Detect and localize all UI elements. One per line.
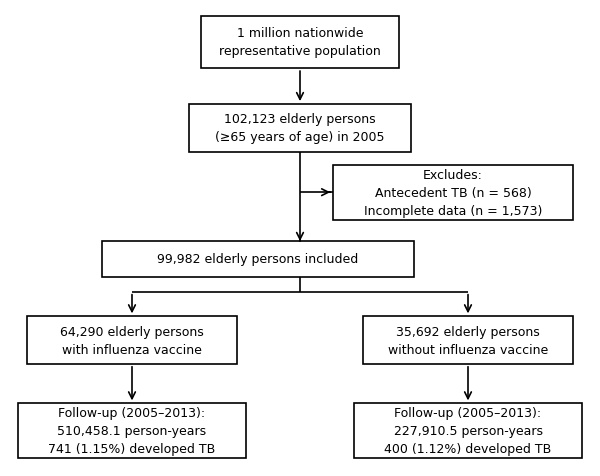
Text: Excludes:
Antecedent TB (n = 568)
Incomplete data (n = 1,573): Excludes: Antecedent TB (n = 568) Incomp… <box>364 169 542 217</box>
FancyBboxPatch shape <box>201 17 399 69</box>
Text: 64,290 elderly persons
with influenza vaccine: 64,290 elderly persons with influenza va… <box>60 325 204 356</box>
Text: Follow-up (2005–2013):
227,910.5 person-years
400 (1.12%) developed TB: Follow-up (2005–2013): 227,910.5 person-… <box>385 407 551 455</box>
FancyBboxPatch shape <box>27 317 237 364</box>
FancyBboxPatch shape <box>333 166 573 220</box>
FancyBboxPatch shape <box>189 105 411 152</box>
Text: Follow-up (2005–2013):
510,458.1 person-years
741 (1.15%) developed TB: Follow-up (2005–2013): 510,458.1 person-… <box>49 407 215 455</box>
Text: 99,982 elderly persons included: 99,982 elderly persons included <box>157 253 359 266</box>
FancyBboxPatch shape <box>363 317 573 364</box>
Text: 1 million nationwide
representative population: 1 million nationwide representative popu… <box>219 28 381 58</box>
FancyBboxPatch shape <box>354 404 582 458</box>
FancyBboxPatch shape <box>102 242 414 277</box>
Text: 102,123 elderly persons
(≥65 years of age) in 2005: 102,123 elderly persons (≥65 years of ag… <box>215 113 385 144</box>
Text: 35,692 elderly persons
without influenza vaccine: 35,692 elderly persons without influenza… <box>388 325 548 356</box>
FancyBboxPatch shape <box>18 404 246 458</box>
